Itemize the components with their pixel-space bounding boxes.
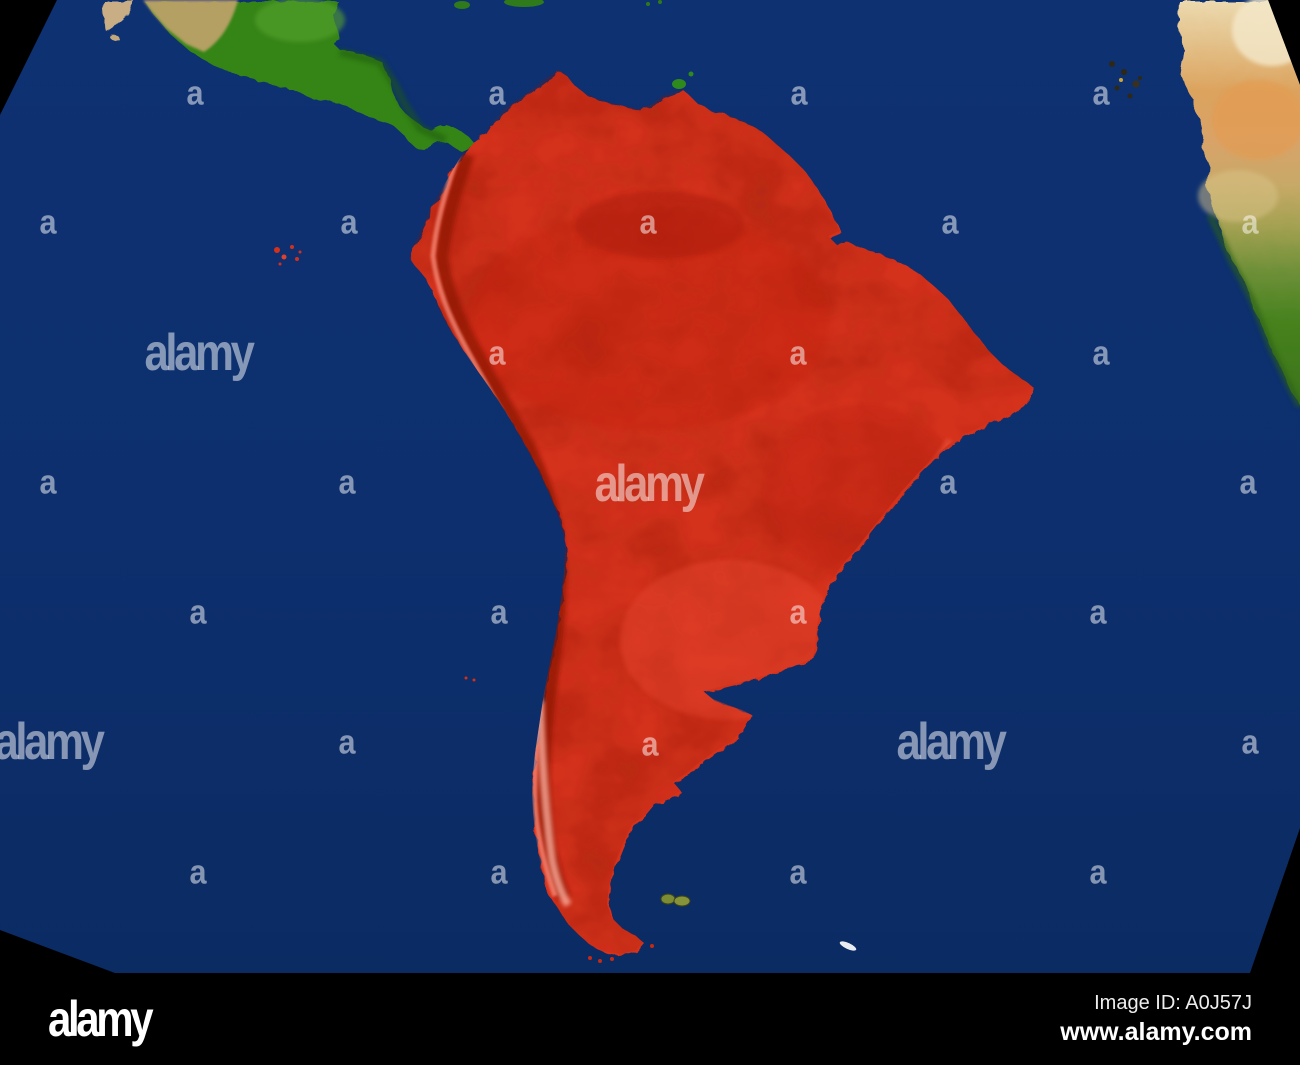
hispaniola-island xyxy=(504,0,544,7)
juan-fernandez-islet xyxy=(464,676,468,680)
mexican-highlands xyxy=(143,0,238,52)
yucatan-peninsula xyxy=(255,0,345,42)
trinidad-island xyxy=(672,79,686,89)
map-image: alamy alamy alamy alamy a a a a a a a a a a a a a a a a a a a a… xyxy=(0,0,1300,973)
right-edge-island xyxy=(1286,857,1300,887)
cape-verde-islands xyxy=(1109,61,1142,99)
baja-california-tip xyxy=(102,0,133,31)
galapagos-islands xyxy=(274,245,302,266)
website-url-text: www.alamy.com xyxy=(1060,1017,1252,1046)
tobago-island xyxy=(688,71,694,77)
antilles-islet xyxy=(646,2,650,6)
footer-bar: alamy Image ID: A0J57J www.alamy.com xyxy=(0,973,1300,1065)
guiana-highlands xyxy=(575,191,745,259)
patagonia-fjords-highlight xyxy=(536,699,572,908)
sahara-orange-patch xyxy=(1212,80,1300,160)
south-georgia-island xyxy=(839,941,857,951)
falkland-islands xyxy=(660,893,691,907)
jamaica-island xyxy=(454,1,470,9)
central-america-landmass xyxy=(143,0,472,150)
sahel-patch xyxy=(1198,170,1278,222)
baja-islet xyxy=(109,33,117,39)
image-id-text: Image ID: A0J57J xyxy=(1094,991,1252,1014)
caribbean-coast-shading xyxy=(339,48,447,144)
satellite-map xyxy=(0,0,1300,973)
alamy-logo: alamy xyxy=(48,991,154,1047)
juan-fernandez-islet-2 xyxy=(472,678,476,682)
guinea-coast-shading xyxy=(1206,213,1300,408)
amazon-basin-shade xyxy=(470,210,830,430)
footer-info: Image ID: A0J57J www.alamy.com xyxy=(1060,992,1252,1047)
antilles-islet-2 xyxy=(658,0,662,4)
cape-horn-islets xyxy=(588,944,654,963)
central-america xyxy=(143,0,472,150)
